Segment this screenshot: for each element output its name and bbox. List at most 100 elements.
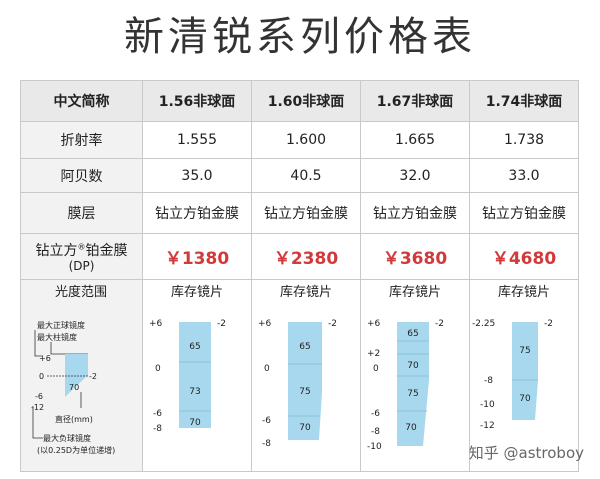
price-value: ￥3680 [382, 249, 448, 269]
chart-left-label: -8 [484, 376, 493, 386]
power-chart-cell: 库存镜片 -2.25 -8 -10 -12 -2 75 70 [469, 279, 579, 472]
legend-step-note: (以0.25D为单位递增) [37, 445, 115, 455]
price-value: ￥1380 [164, 249, 230, 269]
chart-value: 70 [405, 423, 417, 433]
legend-pointer [32, 406, 43, 439]
table-cell: 1.665 [360, 121, 470, 159]
header-cell: 1.60非球面 [251, 80, 361, 122]
chart-left-label: -8 [153, 424, 162, 434]
power-chart-cell: 库存镜片 +6 0 -6 -8 -2 65 73 70 [142, 279, 252, 472]
price-cell: ￥3680 [360, 233, 470, 280]
row-label-unit: (DP) [68, 259, 95, 273]
chart-value: 73 [189, 387, 200, 397]
legend-pointer [50, 342, 88, 355]
legend-pointer [34, 330, 43, 357]
chart-right-label: -2 [544, 319, 553, 329]
chart-left-label: -10 [367, 442, 382, 452]
table-cell: 33.0 [469, 158, 579, 193]
table-row: 阿贝数 35.0 40.5 32.0 33.0 [20, 158, 579, 193]
price-value: ￥4680 [491, 249, 557, 269]
stock-label: 库存镜片 [280, 284, 332, 300]
table-cell: 钻立方铂金膜 [142, 192, 252, 234]
legend-minus6: -6 [35, 392, 43, 401]
chart-shape [397, 322, 429, 446]
table-cell: 1.738 [469, 121, 579, 159]
chart-value: 70 [407, 361, 419, 371]
chart-left-label: -10 [480, 400, 495, 410]
chart-left-label: -6 [153, 409, 162, 419]
legend-max-cyl: 最大柱镜度 [37, 332, 77, 342]
table-cell: 40.5 [251, 158, 361, 193]
stock-label: 库存镜片 [389, 284, 441, 300]
power-chart-cell: 库存镜片 +6 0 -6 -8 -2 65 75 70 [251, 279, 361, 472]
chart-left-label: +6 [258, 319, 272, 329]
chart-shape [179, 322, 211, 428]
power-legend-cell: 光度范围 最大正球镜度 最大柱镜度 +6 0 -2 70 -6 -12 直径(m… [20, 279, 143, 472]
chart-value: 65 [189, 342, 200, 352]
chart-shape [288, 322, 322, 440]
chart-value: 70 [519, 394, 531, 404]
header-cell: 1.67非球面 [360, 80, 470, 122]
row-label: 阿贝数 [20, 158, 143, 193]
legend-plus6: +6 [39, 354, 51, 363]
row-label-main: 钻立方 [35, 243, 78, 259]
table-cell: 钻立方铂金膜 [469, 192, 579, 234]
table-cell: 35.0 [142, 158, 252, 193]
price-cell: ￥2380 [251, 233, 361, 280]
power-chart-2: 库存镜片 +6 0 -6 -8 -2 65 75 70 [258, 284, 337, 449]
chart-value: 65 [407, 329, 418, 339]
row-label: 光度范围 [55, 284, 107, 300]
legend-max-plus: 最大正球镜度 [37, 320, 85, 330]
chart-right-label: -2 [217, 319, 226, 329]
table-cell: 32.0 [360, 158, 470, 193]
row-label: 钻立方®铂金膜 (DP) [20, 233, 143, 280]
legend-diameter: 直径(mm) [55, 414, 93, 424]
legend-minus12: -12 [31, 403, 44, 412]
table-row: 膜层 钻立方铂金膜 钻立方铂金膜 钻立方铂金膜 钻立方铂金膜 [20, 192, 579, 234]
table-cell: 钻立方铂金膜 [360, 192, 470, 234]
legend-seventy: 70 [69, 383, 79, 392]
legend-zero: 0 [39, 372, 44, 381]
chart-left-label: +2 [367, 349, 380, 359]
chart-right-label: -2 [328, 319, 337, 329]
chart-value: 75 [519, 346, 530, 356]
chart-value: 65 [299, 342, 310, 352]
price-value: ￥2380 [273, 249, 339, 269]
chart-value: 75 [299, 387, 310, 397]
row-label: 折射率 [20, 121, 143, 159]
power-chart-1: 库存镜片 +6 0 -6 -8 -2 65 73 70 [149, 284, 226, 434]
table-header-row: 中文简称 1.56非球面 1.60非球面 1.67非球面 1.74非球面 [20, 80, 579, 122]
power-chart-3: 库存镜片 +6 +2 0 -6 -8 -10 -2 65 70 75 70 [367, 284, 444, 452]
chart-right-label: -2 [435, 319, 444, 329]
price-table: 中文简称 1.56非球面 1.60非球面 1.67非球面 1.74非球面 折射率… [20, 80, 579, 472]
table-cell: 钻立方铂金膜 [251, 192, 361, 234]
legend-minus2: -2 [89, 372, 97, 381]
chart-shape [512, 322, 538, 420]
chart-left-label: 0 [155, 364, 161, 374]
chart-left-label: 0 [373, 364, 379, 374]
chart-value: 70 [299, 423, 311, 433]
table-row: 钻立方®铂金膜 (DP) ￥1380 ￥2380 ￥3680 ￥4680 [20, 233, 579, 280]
table-row: 光度范围 最大正球镜度 最大柱镜度 +6 0 -2 70 -6 -12 直径(m… [20, 279, 579, 472]
stock-label: 库存镜片 [171, 284, 223, 300]
table-cell: 1.600 [251, 121, 361, 159]
chart-left-label: -6 [371, 409, 380, 419]
legend-chart-shape [65, 354, 88, 397]
table-cell: 1.555 [142, 121, 252, 159]
registered-mark: ® [77, 242, 86, 252]
chart-value: 75 [407, 389, 418, 399]
chart-value: 70 [189, 418, 201, 428]
row-label-tail: 铂金膜 [85, 243, 128, 259]
chart-left-label: -12 [480, 421, 495, 431]
watermark: 知乎 @astroboy [468, 444, 584, 462]
chart-left-label: -8 [371, 427, 380, 437]
power-chart-cell: 库存镜片 +6 +2 0 -6 -8 -10 -2 65 70 75 70 [360, 279, 470, 472]
power-chart-4: 库存镜片 -2.25 -8 -10 -12 -2 75 70 [472, 284, 553, 431]
table-row: 折射率 1.555 1.600 1.665 1.738 [20, 121, 579, 159]
legend-max-minus: 最大负球镜度 [43, 433, 91, 443]
price-cell: ￥1380 [142, 233, 252, 280]
header-cell: 1.56非球面 [142, 80, 252, 122]
page-title: 新清锐系列价格表 [124, 14, 476, 60]
chart-left-label: -8 [262, 439, 271, 449]
chart-left-label: 0 [264, 364, 270, 374]
